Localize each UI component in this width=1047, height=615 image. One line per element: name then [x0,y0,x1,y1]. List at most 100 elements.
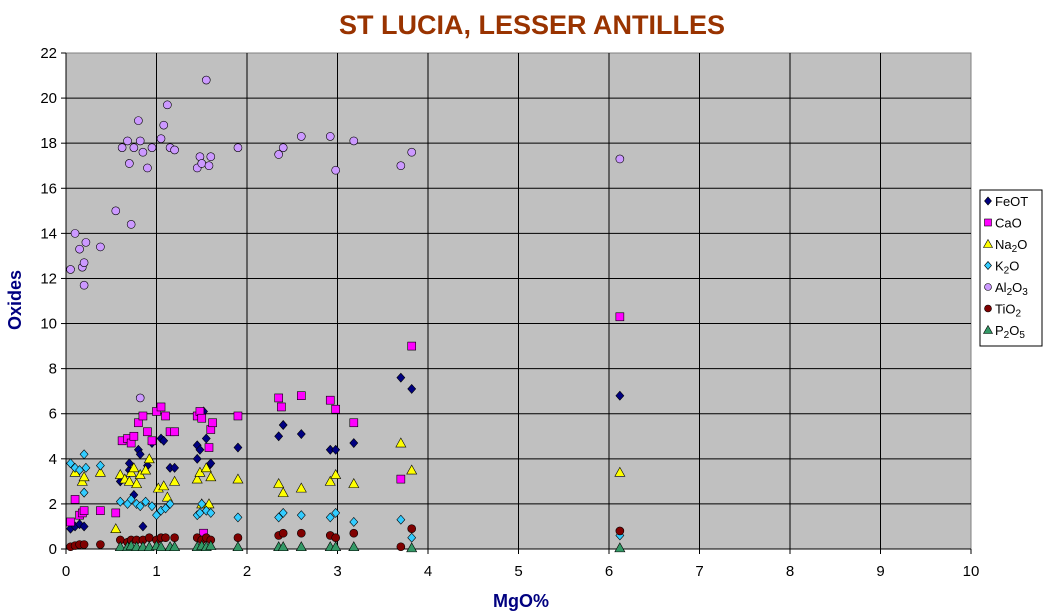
point-cao [134,418,143,428]
point-p2o5 [348,541,360,552]
legend-box [979,189,1043,347]
point-cao [208,418,217,428]
point-k2o [331,507,341,518]
point-al2o3 [407,147,417,157]
point-k2o [233,512,243,523]
point-feot [159,435,169,446]
point-al2o3 [138,147,148,157]
point-tio2 [349,528,359,538]
point-al2o3 [278,143,288,152]
point-na2o [191,473,203,484]
point-al2o3 [206,152,216,162]
legend-label-tio2: TiO2 [995,302,1021,320]
point-p2o5 [155,541,167,552]
point-na2o [94,466,106,477]
x-tick-label: 0 [62,563,70,580]
point-k2o [126,494,136,505]
point-tio2 [407,524,417,534]
point-feot [79,521,89,532]
point-al2o3 [70,229,80,238]
y-tick-label: 20 [40,90,57,107]
point-na2o [143,453,155,464]
point-na2o [123,475,135,486]
point-tio2 [79,540,89,549]
point-na2o [348,478,360,488]
point-p2o5 [143,541,155,552]
point-al2o3 [349,136,359,146]
y-tick-label: 22 [40,45,57,62]
point-al2o3 [134,116,143,125]
point-al2o3 [66,265,75,274]
point-cao [147,436,157,446]
point-k2o [161,503,170,514]
point-na2o [232,473,244,484]
point-feot [296,429,306,439]
point-p2o5 [614,542,626,553]
point-na2o [200,462,212,473]
y-tick-label: 6 [49,406,57,423]
x-tick-label: 7 [695,563,703,580]
point-k2o [79,487,89,498]
point-feot [396,372,406,383]
point-cao [349,418,359,428]
point-tio2 [331,533,340,543]
point-p2o5 [169,541,181,552]
point-na2o [395,437,407,448]
point-feot [138,521,148,532]
point-al2o3 [274,150,283,159]
point-na2o [128,462,140,473]
point-feot [274,431,284,442]
point-k2o [141,496,151,507]
point-na2o [114,468,126,479]
point-k2o [95,460,105,471]
point-al2o3 [96,242,105,252]
point-al2o3 [135,393,145,403]
point-al2o3 [135,136,145,146]
point-feot [331,444,341,455]
x-tick-label: 5 [514,563,522,580]
point-al2o3 [75,244,84,254]
point-na2o [161,491,173,502]
point-al2o3 [129,143,139,152]
point-al2o3 [123,136,132,146]
point-na2o [169,475,181,486]
y-tick-label: 12 [40,270,57,287]
point-k2o [165,498,175,509]
point-na2o [330,468,342,479]
point-al2o3 [331,165,340,175]
point-al2o3 [143,163,152,173]
legend: FeOT CaO Na2O K2O Al2O3 TiO2 P2O5 [979,189,1043,347]
x-tick-label: 4 [424,563,432,580]
point-na2o [324,475,336,486]
point-cao [197,413,207,423]
point-k2o [152,510,161,521]
legend-label-k2o: K2O [995,259,1019,277]
point-al2o3 [615,154,625,164]
point-k2o [66,458,75,469]
point-na2o [78,471,90,482]
point-k2o [407,532,417,543]
point-cao [233,411,243,421]
point-k2o [296,510,306,521]
legend-label-cao: CaO [995,216,1022,231]
point-cao [156,402,166,412]
point-cao [170,427,179,437]
point-al2o3 [147,143,157,152]
point-k2o [274,512,284,523]
point-k2o [206,507,216,518]
y-tick-label: 2 [49,496,57,513]
legend-marker-cao [984,218,992,227]
point-cao [96,506,105,515]
point-p2o5 [406,542,418,553]
point-tio2 [170,533,179,543]
point-k2o [325,512,335,523]
y-tick-label: 4 [49,451,57,468]
legend-label-al2o3: Al2O3 [995,280,1028,298]
point-cao [129,431,139,441]
point-cao [66,517,75,527]
x-tick-label: 6 [605,563,613,580]
point-cao [79,506,89,515]
point-tio2 [396,542,406,552]
point-al2o3 [79,280,89,290]
